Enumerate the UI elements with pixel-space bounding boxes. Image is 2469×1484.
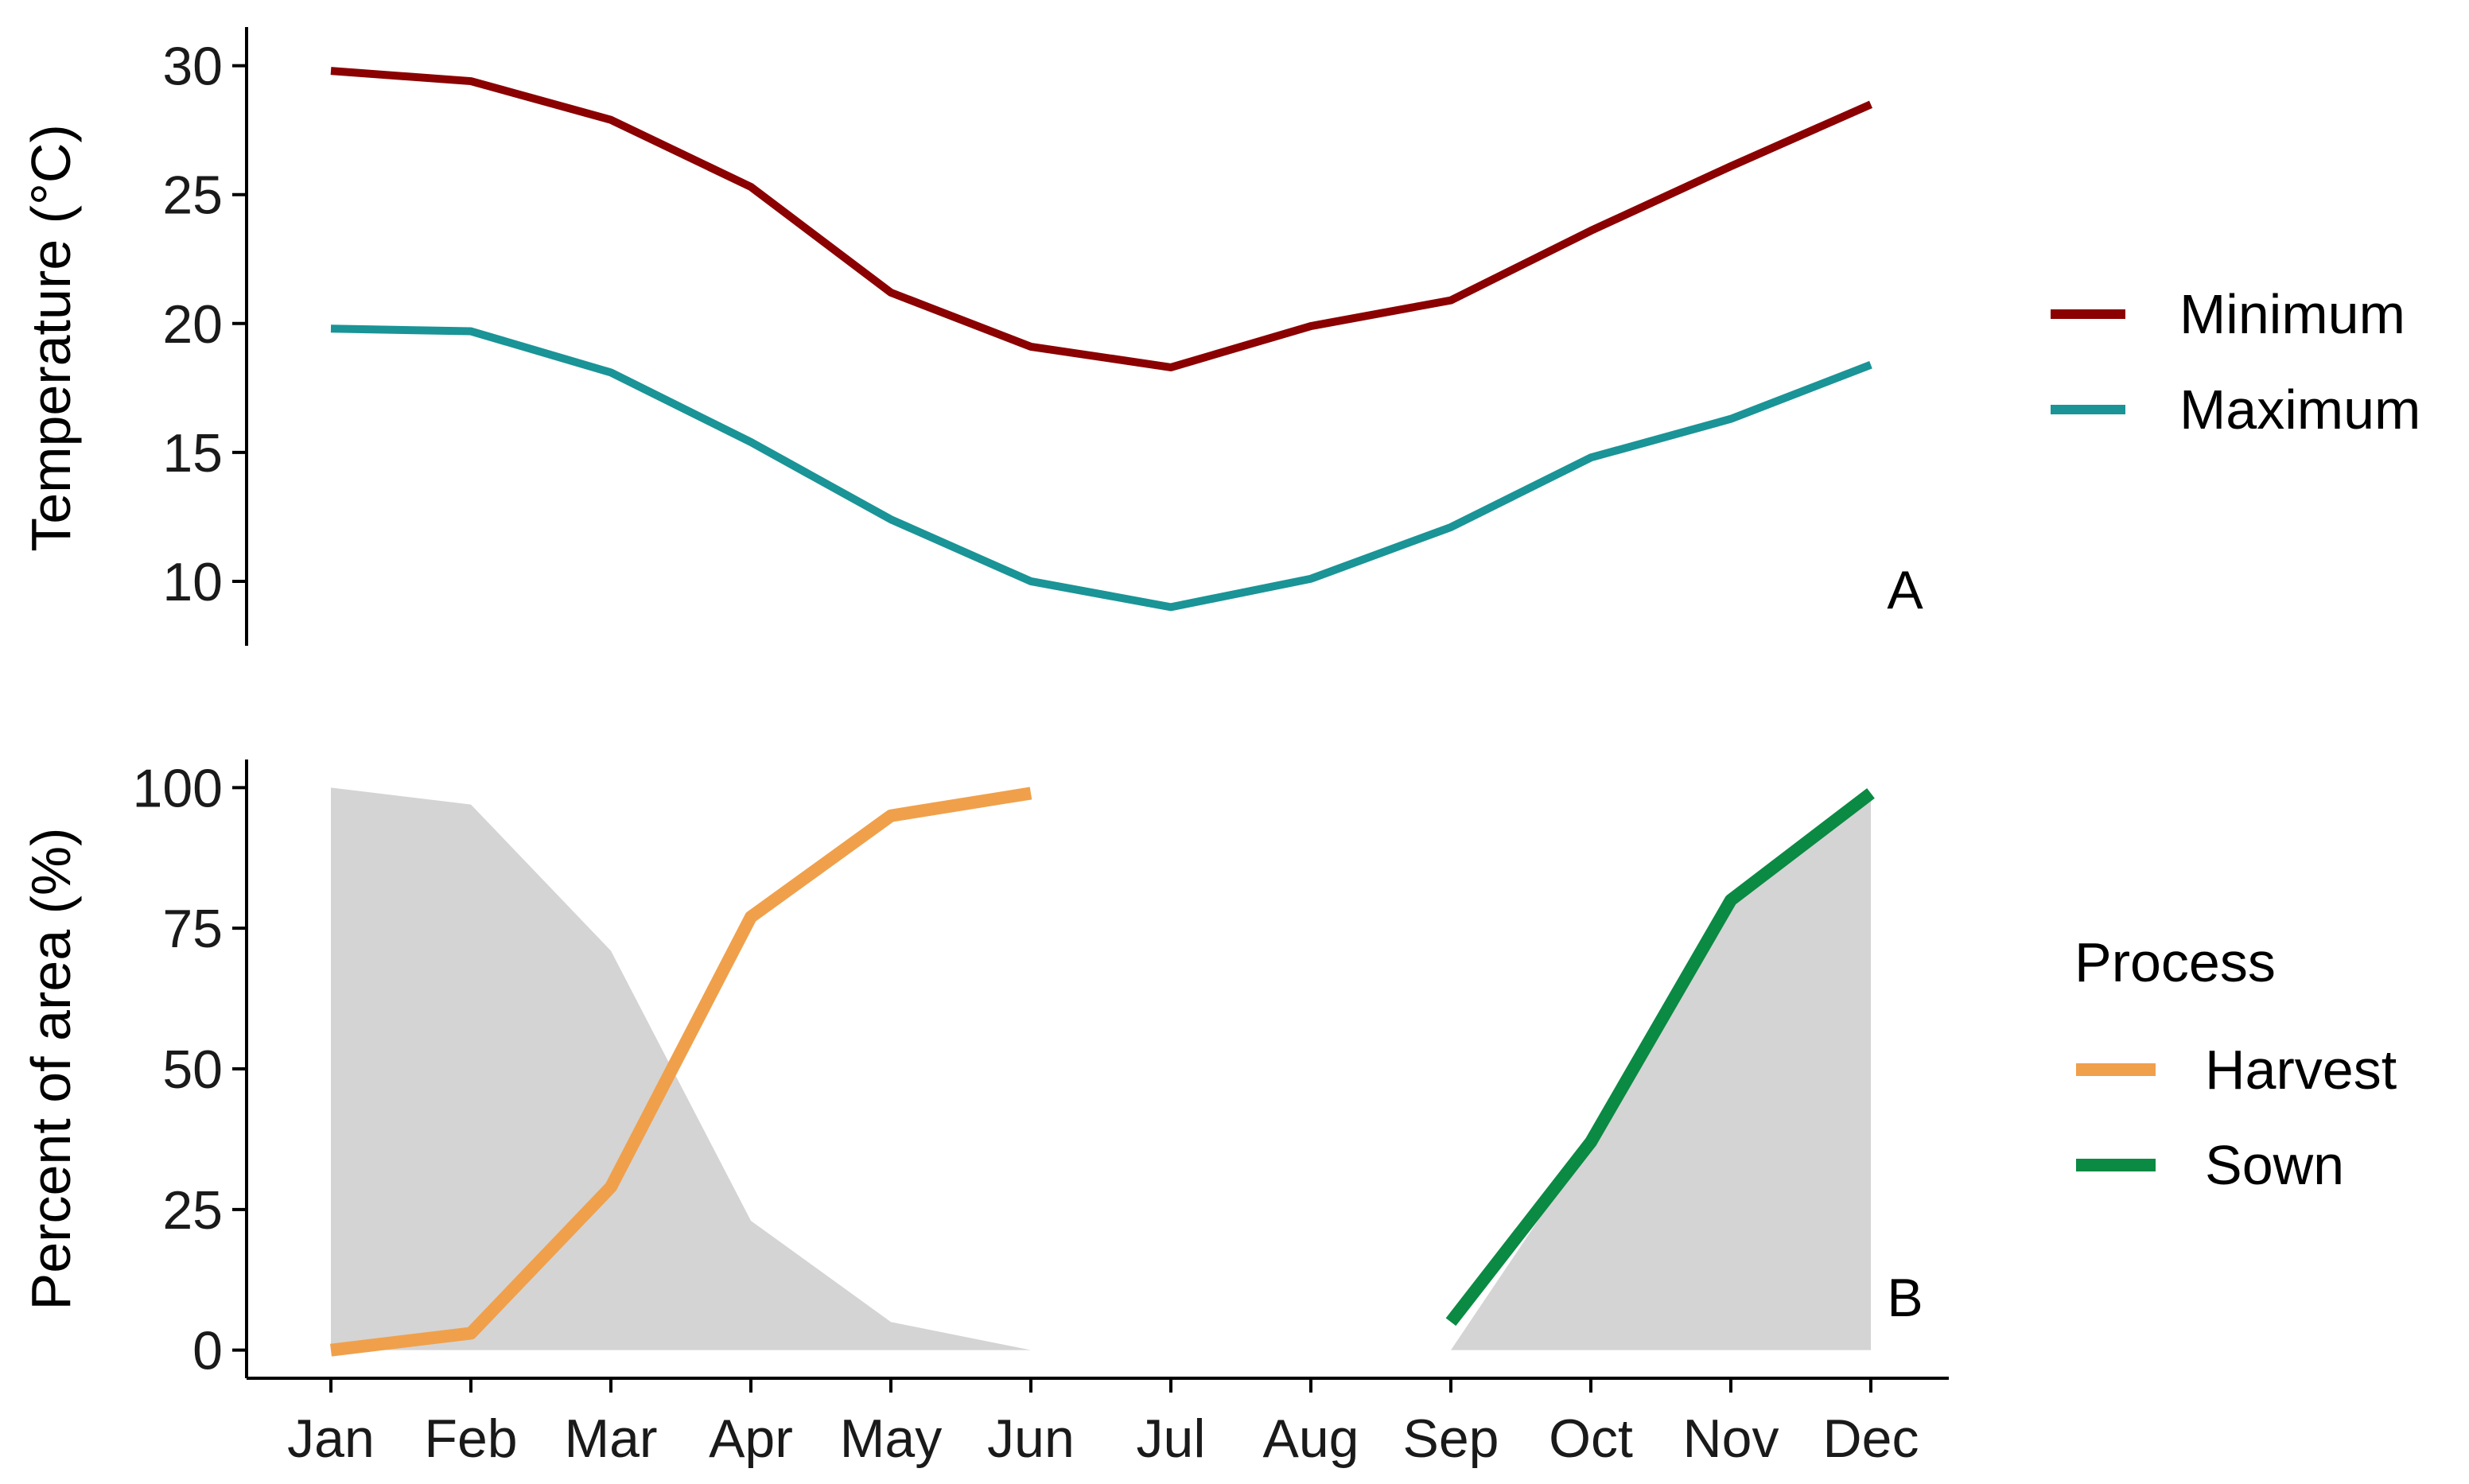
- x-tick-label-oct: Oct: [1549, 1408, 1633, 1469]
- area-fill-2: [1451, 793, 1871, 1350]
- panel-b-legend: Harvest Sown: [2076, 1039, 2397, 1196]
- legend-title: Process: [2074, 931, 2276, 993]
- y-tick-label-a-15: 15: [162, 423, 223, 484]
- x-tick-label-may: May: [840, 1408, 942, 1469]
- y-tick-label-a-30: 30: [162, 37, 223, 97]
- x-tick-label-aug: Aug: [1263, 1408, 1359, 1469]
- panel-a-temperature: 10 15 20 25 30 Temperature (°C) A Minimum Max…: [20, 27, 2420, 646]
- x-tick-label-sep: Sep: [1403, 1408, 1499, 1469]
- x-tick-label-dec: Dec: [1823, 1408, 1919, 1469]
- x-tick-label-jul: Jul: [1137, 1408, 1206, 1469]
- y-tick-label-a-20: 20: [162, 294, 223, 355]
- series-line-harvest: [330, 787, 1032, 1357]
- panel-a-y-ticks: 10 15 20 25 30: [162, 37, 247, 612]
- y-tick-label-a-10: 10: [162, 552, 223, 612]
- panel-a-label: A: [1887, 560, 1923, 620]
- legend-label-maximum: Maximum: [2179, 379, 2420, 441]
- y-tick-label-b-75: 75: [162, 899, 223, 959]
- panel-b-y-ticks: 0 25 50 75 100: [133, 758, 247, 1381]
- panel-a-legend: Minimum Maximum: [2051, 283, 2420, 441]
- legend-label-harvest: Harvest: [2205, 1039, 2397, 1101]
- panel-b-areas: [331, 787, 1871, 1350]
- x-tick-label-apr: Apr: [709, 1408, 793, 1469]
- legend-label-minimum: Minimum: [2179, 283, 2405, 345]
- legend-label-sown: Sown: [2205, 1134, 2344, 1196]
- y-tick-label-b-100: 100: [133, 758, 223, 818]
- panel-a-y-title: Temperature (°C): [20, 124, 82, 552]
- y-tick-label-b-25: 25: [162, 1180, 223, 1241]
- y-tick-label-b-0: 0: [192, 1321, 223, 1381]
- series-line-sown: [1445, 788, 1875, 1327]
- panel-b-series: [330, 787, 1875, 1357]
- series-line-minimum: [330, 67, 1873, 371]
- x-tick-label-nov: Nov: [1683, 1408, 1779, 1469]
- x-tick-label-jan: Jan: [287, 1408, 375, 1469]
- x-tick-label-jun: Jun: [987, 1408, 1075, 1469]
- panel-b-y-title: Percent of area (%): [20, 828, 82, 1311]
- x-tick-label-feb: Feb: [424, 1408, 517, 1469]
- series-line-maximum: [330, 324, 1872, 612]
- y-tick-label-b-50: 50: [162, 1039, 223, 1100]
- panel-b-label: B: [1887, 1268, 1923, 1328]
- panel-b-process: 0 25 50 75 100 Jan Feb Mar Apr May Jun Jul Aug Sep Oc…: [20, 758, 2397, 1469]
- panel-a-series: [330, 67, 1873, 612]
- x-tick-label-mar: Mar: [564, 1408, 657, 1469]
- area-fill-1: [331, 787, 1031, 1350]
- y-tick-label-a-25: 25: [162, 165, 223, 226]
- x-axis-ticks: Jan Feb Mar Apr May Jun Jul Aug Sep Oct Nov Dec: [287, 1378, 1919, 1469]
